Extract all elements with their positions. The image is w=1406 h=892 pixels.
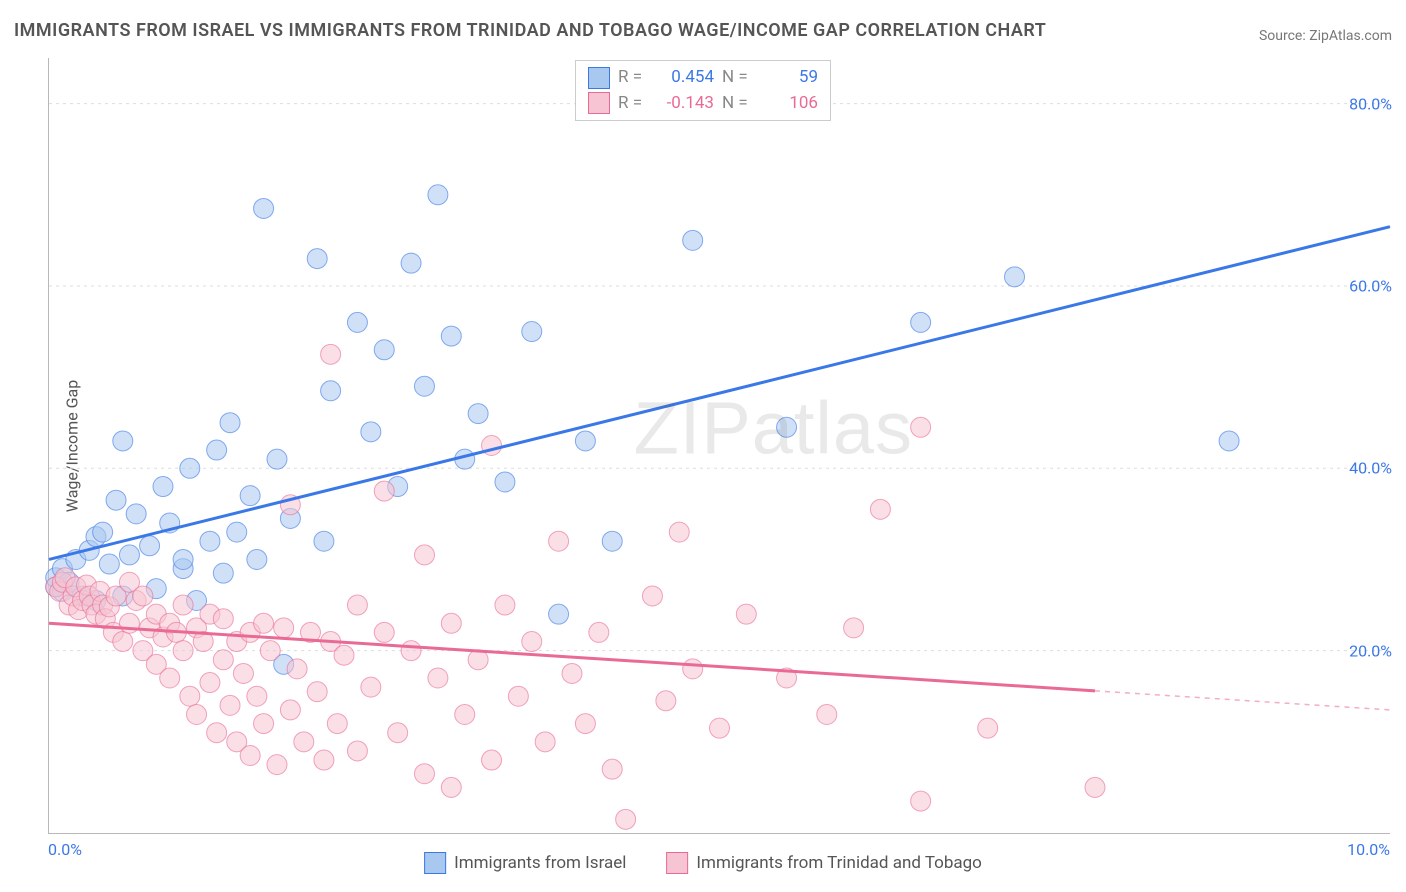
swatch-blue [424,852,446,874]
y-tick-label: 40.0% [1349,459,1392,478]
legend-item-israel: Immigrants from Israel [424,852,626,874]
series-legend: Immigrants from Israel Immigrants from T… [424,852,982,874]
r-value-israel: 0.454 [654,65,714,91]
legend-label-israel: Immigrants from Israel [454,853,626,873]
stats-row-trinidad: R = -0.143 N = 106 [588,91,818,117]
r-value-trinidad: -0.143 [654,91,714,117]
source-prefix: Source: [1259,28,1309,44]
swatch-pink [666,852,688,874]
x-tick-max: 10.0% [1347,840,1390,859]
n-value-israel: 59 [758,65,818,91]
x-tick-min: 0.0% [48,840,82,859]
n-value-trinidad: 106 [758,91,818,117]
stats-row-israel: R = 0.454 N = 59 [588,65,818,91]
r-label: R = [618,65,646,91]
legend-item-trinidad: Immigrants from Trinidad and Tobago [666,852,981,874]
n-label: N = [722,91,750,117]
legend-label-trinidad: Immigrants from Trinidad and Tobago [696,853,981,873]
swatch-pink [588,92,610,114]
y-tick-label: 20.0% [1349,641,1392,660]
swatch-blue [588,67,610,89]
source-attribution: Source: ZipAtlas.com [1259,28,1392,44]
y-tick-label: 80.0% [1349,94,1392,113]
chart-title: IMMIGRANTS FROM ISRAEL VS IMMIGRANTS FRO… [14,20,1046,41]
plot-area [48,58,1390,834]
y-tick-label: 60.0% [1349,276,1392,295]
chart-svg [49,58,1390,833]
source-link[interactable]: ZipAtlas.com [1309,28,1392,44]
stats-legend: R = 0.454 N = 59 R = -0.143 N = 106 [575,60,831,121]
n-label: N = [722,65,750,91]
r-label: R = [618,91,646,117]
